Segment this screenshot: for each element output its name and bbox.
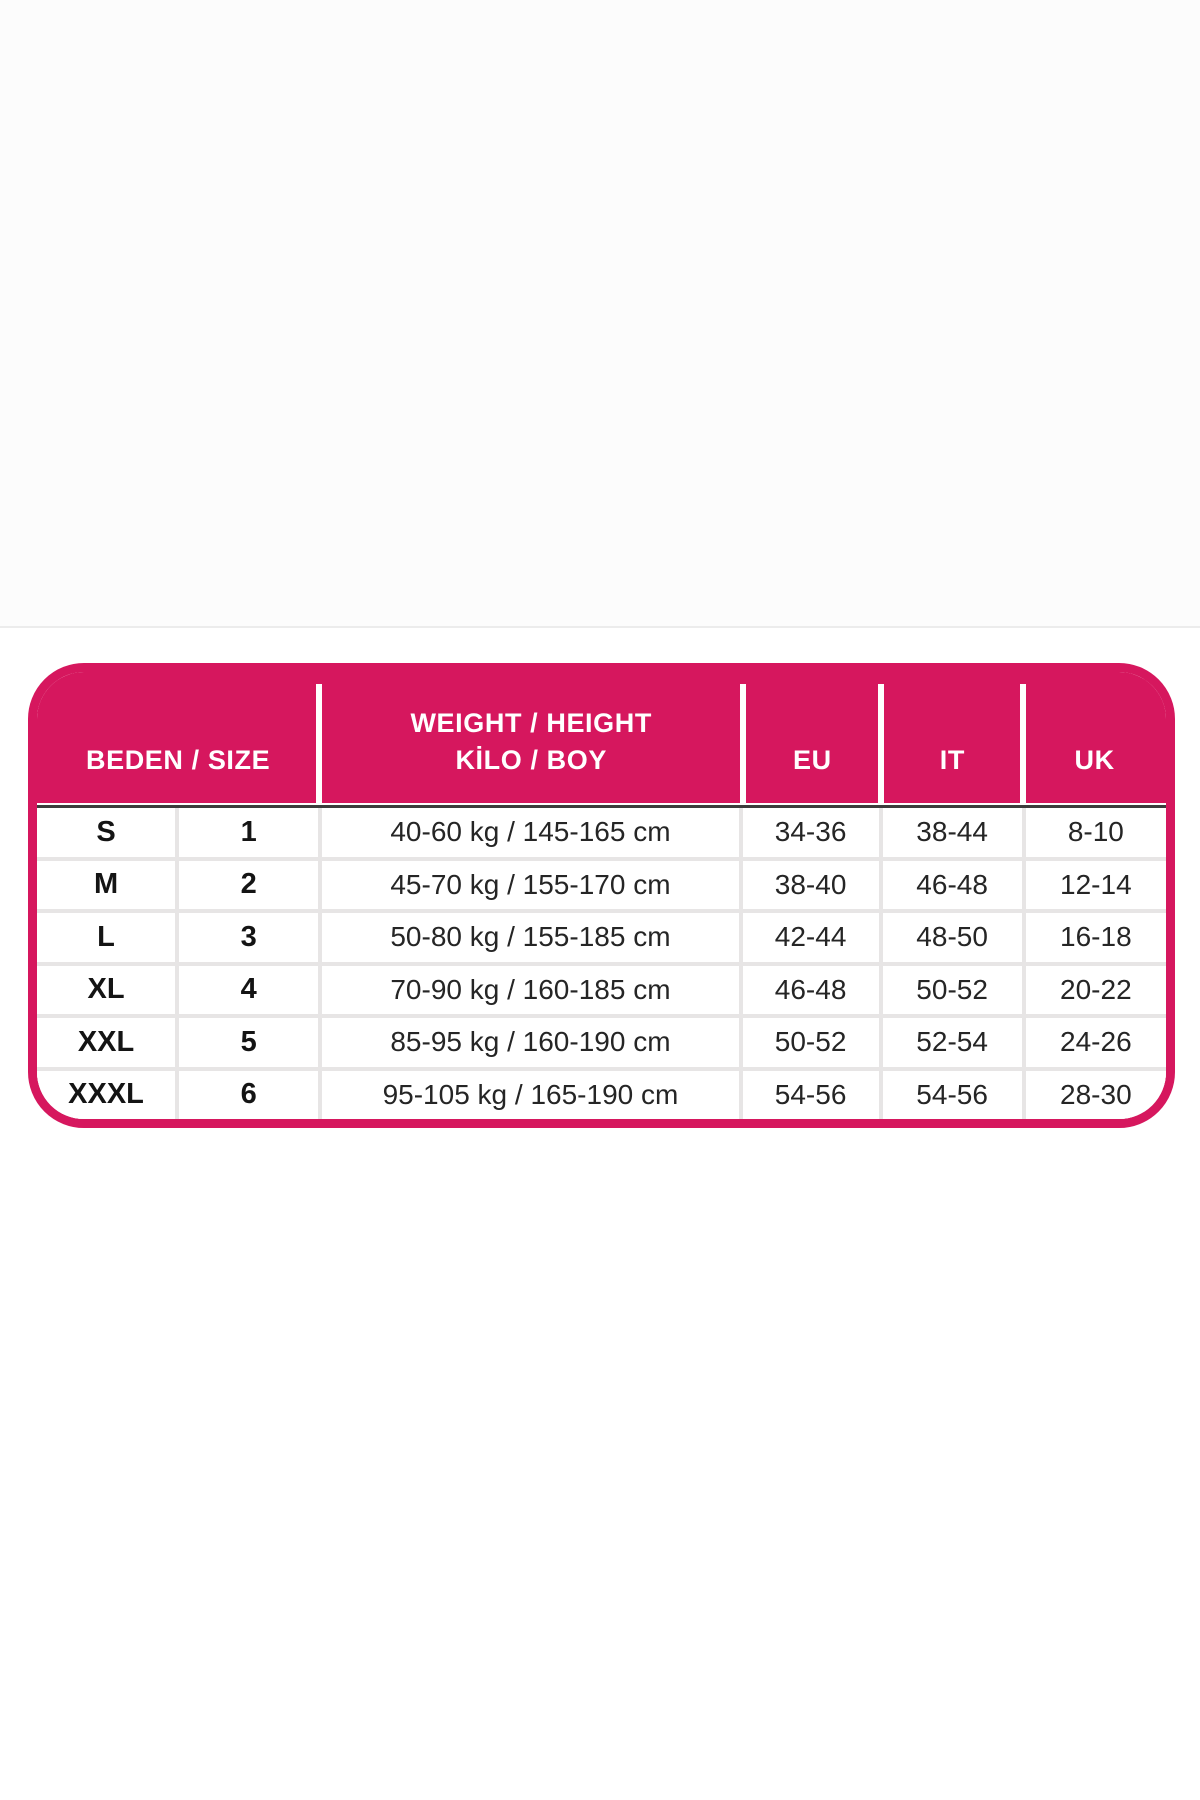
eu-size-cell: 46-48 xyxy=(742,965,879,1014)
table-row-m: M 2 45-70 kg / 155-170 cm 38-40 46-48 12… xyxy=(37,860,1166,909)
table-row-xl: XL 4 70-90 kg / 160-185 cm 46-48 50-52 2… xyxy=(37,965,1166,1014)
uk-size-cell: 28-30 xyxy=(1025,1070,1166,1119)
size-letter-cell: XL xyxy=(37,965,176,1014)
table-row-xxxl: XXXL 6 95-105 kg / 165-190 cm 54-56 54-5… xyxy=(37,1070,1166,1119)
size-letter-cell: XXL xyxy=(37,1018,176,1067)
section-divider-line xyxy=(0,626,1200,628)
it-size-cell: 50-52 xyxy=(882,965,1022,1014)
it-size-cell: 54-56 xyxy=(882,1070,1022,1119)
it-size-cell: 46-48 xyxy=(882,860,1022,909)
weight-height-cell: 40-60 kg / 145-165 cm xyxy=(322,808,739,857)
eu-size-cell: 34-36 xyxy=(742,808,879,857)
size-number-cell: 6 xyxy=(179,1070,319,1119)
header-label-kilo-boy: KİLO / BOY xyxy=(455,745,607,775)
uk-size-cell: 8-10 xyxy=(1025,808,1166,857)
uk-size-cell: 24-26 xyxy=(1025,1018,1166,1067)
header-label-weight-height: WEIGHT / HEIGHT xyxy=(410,708,652,738)
header-cell-it: IT xyxy=(878,672,1023,803)
size-number-cell: 3 xyxy=(179,913,319,962)
size-letter-cell: XXXL xyxy=(37,1070,176,1119)
size-number-cell: 4 xyxy=(179,965,319,1014)
uk-size-cell: 16-18 xyxy=(1025,913,1166,962)
uk-size-cell: 12-14 xyxy=(1025,860,1166,909)
it-size-cell: 48-50 xyxy=(882,913,1022,962)
it-size-cell: 52-54 xyxy=(882,1018,1022,1067)
header-cell-eu: EU xyxy=(740,672,881,803)
weight-height-cell: 85-95 kg / 160-190 cm xyxy=(322,1018,739,1067)
header-label-eu: EU xyxy=(792,745,832,775)
size-number-cell: 1 xyxy=(179,808,319,857)
table-row-l: L 3 50-80 kg / 155-185 cm 42-44 48-50 16… xyxy=(37,913,1166,962)
weight-height-cell: 70-90 kg / 160-185 cm xyxy=(322,965,739,1014)
header-label-beden-size: BEDEN / SIZE xyxy=(86,745,271,775)
uk-size-cell: 20-22 xyxy=(1025,965,1166,1014)
eu-size-cell: 42-44 xyxy=(742,913,879,962)
size-number-cell: 5 xyxy=(179,1018,319,1067)
header-cell-beden-size: BEDEN / SIZE xyxy=(37,672,319,803)
weight-height-cell: 45-70 kg / 155-170 cm xyxy=(322,860,739,909)
size-letter-cell: S xyxy=(37,808,176,857)
size-chart-table: BEDEN / SIZE WEIGHT / HEIGHT KİLO / BOY … xyxy=(28,663,1175,1128)
size-chart-body: S 1 40-60 kg / 145-165 cm 34-36 38-44 8-… xyxy=(37,808,1166,1119)
eu-size-cell: 38-40 xyxy=(742,860,879,909)
header-label-it: IT xyxy=(939,745,965,775)
weight-height-cell: 95-105 kg / 165-190 cm xyxy=(322,1070,739,1119)
page-background-top xyxy=(0,0,1200,626)
eu-size-cell: 54-56 xyxy=(742,1070,879,1119)
table-row-xxl: XXL 5 85-95 kg / 160-190 cm 50-52 52-54 … xyxy=(37,1018,1166,1067)
header-label-uk: UK xyxy=(1074,745,1115,775)
size-number-cell: 2 xyxy=(179,860,319,909)
it-size-cell: 38-44 xyxy=(882,808,1022,857)
size-letter-cell: M xyxy=(37,860,176,909)
weight-height-cell: 50-80 kg / 155-185 cm xyxy=(322,913,739,962)
size-letter-cell: L xyxy=(37,913,176,962)
header-shadow-line xyxy=(37,803,1166,808)
header-cell-uk: UK xyxy=(1020,672,1166,803)
eu-size-cell: 50-52 xyxy=(742,1018,879,1067)
table-row-s: S 1 40-60 kg / 145-165 cm 34-36 38-44 8-… xyxy=(37,808,1166,857)
size-chart-header-row: BEDEN / SIZE WEIGHT / HEIGHT KİLO / BOY … xyxy=(37,672,1166,803)
header-cell-weight-height: WEIGHT / HEIGHT KİLO / BOY xyxy=(316,672,743,803)
